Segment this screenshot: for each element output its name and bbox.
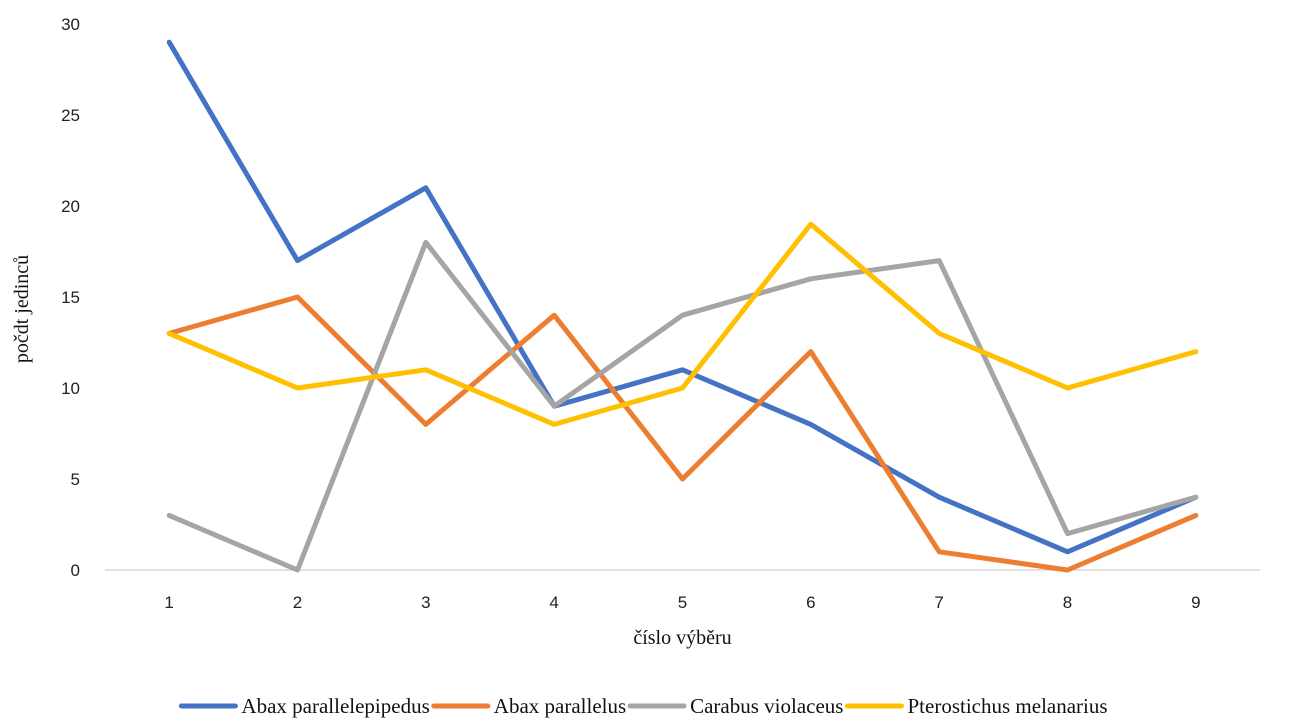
y-axis: 0 5 10 15 20 25 30 <box>61 15 80 580</box>
x-axis-title: číslo výběru <box>633 627 731 649</box>
legend-label: Carabus violaceus <box>690 694 843 718</box>
x-tick-label: 9 <box>1191 593 1200 612</box>
legend: Abax parallelepipedus Abax parallelus Cara… <box>178 694 1108 718</box>
legend-label: Pterostichus melanarius <box>908 694 1108 718</box>
x-axis: 1 2 3 4 5 6 7 8 9 <box>164 593 1200 612</box>
legend-label: Abax parallelepipedus <box>241 694 429 718</box>
plot-area <box>166 39 1199 573</box>
y-axis-title: počdt jedinců <box>11 255 33 363</box>
series-line-3 <box>166 239 1199 573</box>
y-tick-label: 30 <box>61 15 80 34</box>
y-tick-label: 25 <box>61 106 80 125</box>
x-tick-label: 7 <box>934 593 943 612</box>
legend-item: Abax parallelus <box>431 694 626 718</box>
x-tick-label: 5 <box>678 593 687 612</box>
x-tick-label: 3 <box>421 593 430 612</box>
y-tick-label: 10 <box>61 379 80 398</box>
series-line-4 <box>166 221 1199 427</box>
x-tick-label: 2 <box>293 593 302 612</box>
legend-item: Abax parallelepipedus <box>178 694 430 718</box>
x-tick-label: 1 <box>164 593 173 612</box>
x-tick-label: 6 <box>806 593 815 612</box>
legend-item: Carabus violaceus <box>627 694 843 718</box>
x-tick-label: 8 <box>1063 593 1072 612</box>
y-tick-label: 20 <box>61 197 80 216</box>
x-tick-label: 4 <box>549 593 558 612</box>
y-tick-label: 5 <box>71 470 80 489</box>
legend-item: Pterostichus melanarius <box>845 694 1108 718</box>
y-tick-label: 0 <box>71 561 80 580</box>
series-line-2 <box>166 294 1199 573</box>
y-tick-label: 15 <box>61 288 80 307</box>
series-line-1 <box>166 39 1199 555</box>
legend-label: Abax parallelus <box>494 694 626 718</box>
